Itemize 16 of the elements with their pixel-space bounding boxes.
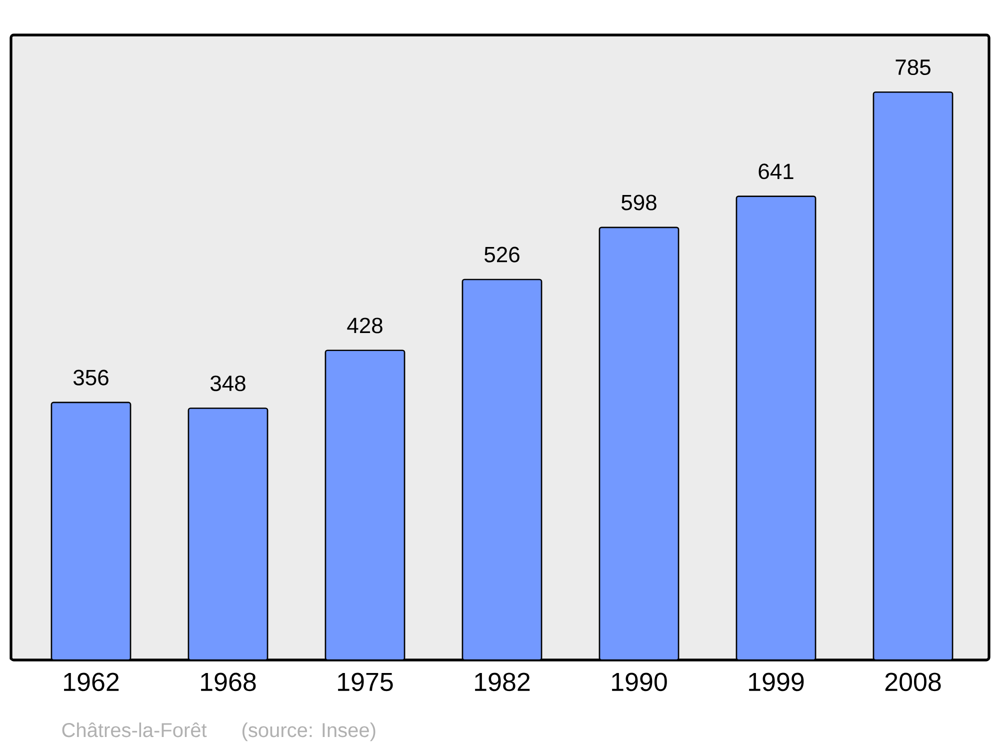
x-tick-label: 1975 — [338, 672, 393, 692]
x-tick-label: 1968 — [201, 672, 256, 692]
text: (source: Insee) — [242, 722, 376, 742]
text: Châtres-la-Forêt — [62, 722, 207, 738]
x-tick-label: 1962 — [64, 672, 119, 692]
x-tick-label: 2008 — [885, 672, 941, 692]
data-label: 428 — [347, 318, 382, 334]
x-tick-label: 1982 — [475, 672, 530, 692]
x-tick-label: 1990 — [612, 672, 667, 692]
x-tick-label: 1999 — [749, 672, 804, 692]
data-label: 356 — [73, 370, 108, 386]
data-label: 785 — [896, 59, 930, 76]
data-label: 348 — [210, 376, 246, 392]
data-label: 526 — [484, 246, 520, 262]
data-label: 598 — [622, 194, 656, 210]
data-label: 641 — [758, 164, 794, 180]
